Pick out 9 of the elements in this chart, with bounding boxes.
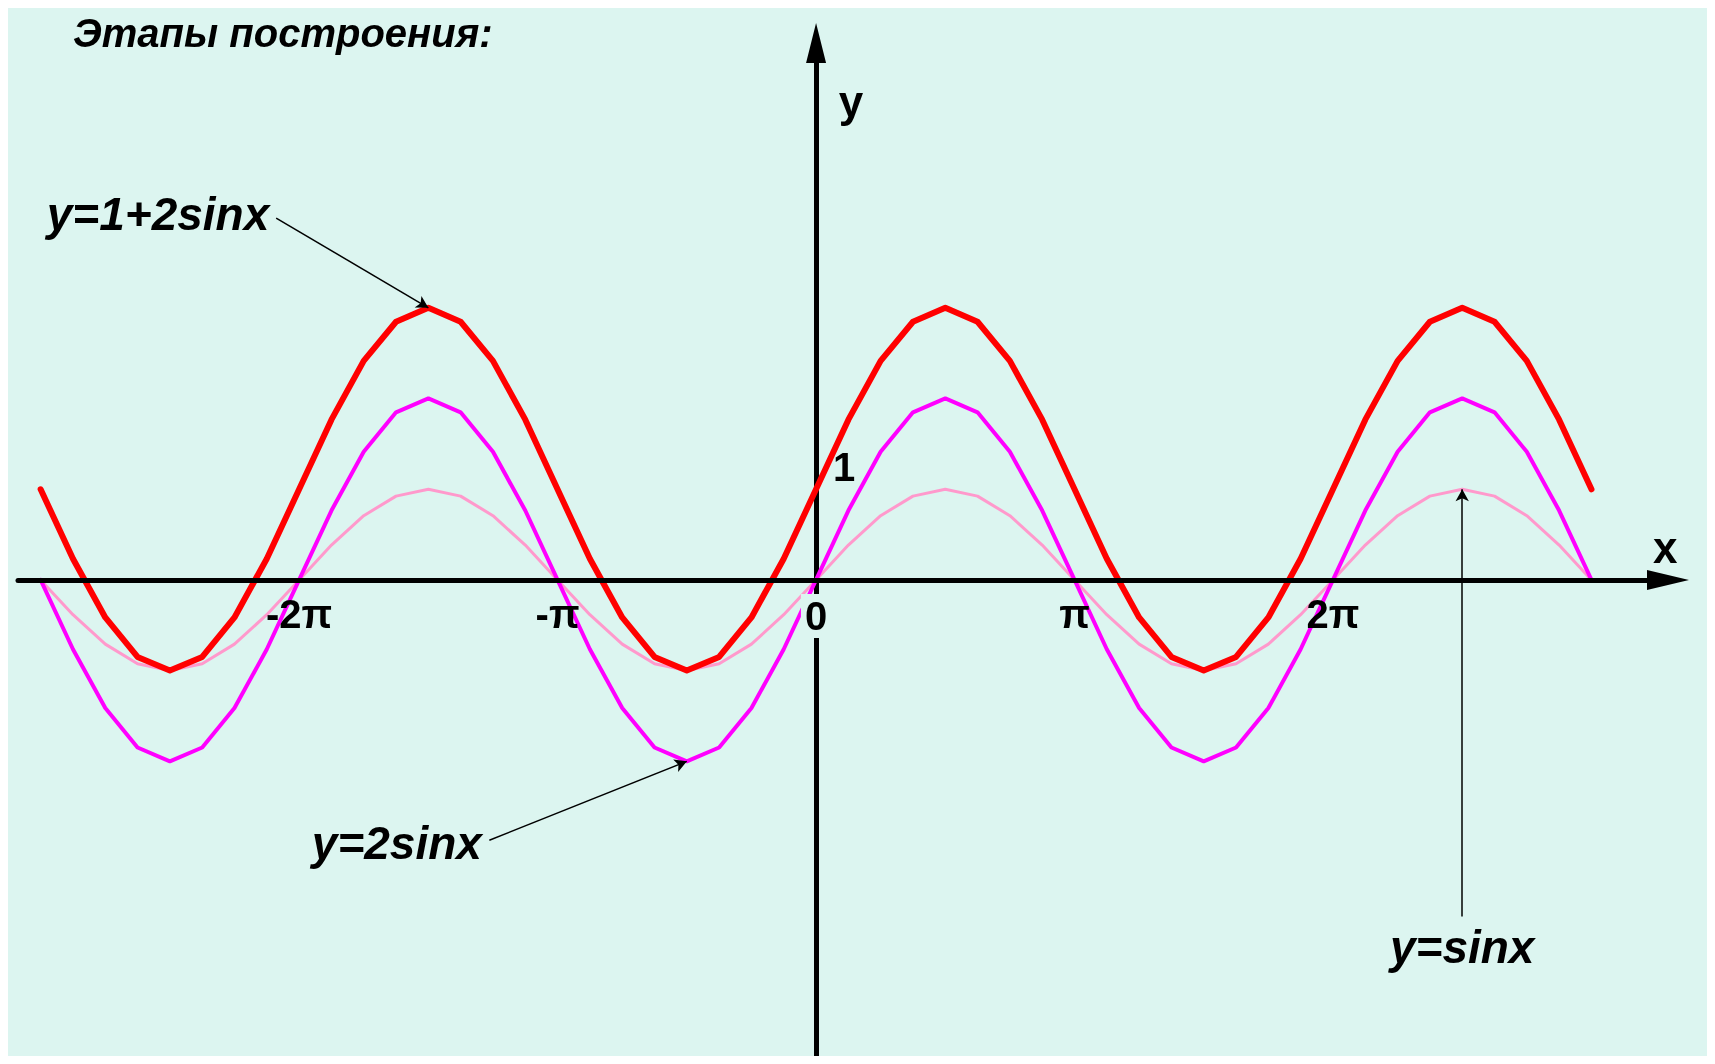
annotation: y=sinx — [1387, 921, 1537, 974]
annotation: y=1+2sinx — [44, 188, 272, 241]
x-tick-label: 0 — [804, 593, 828, 638]
annotation: y=2sinx — [309, 817, 485, 870]
chart-title: Этапы построения: — [73, 11, 493, 55]
y-axis-title: y — [838, 76, 864, 126]
x-axis-title: x — [1653, 523, 1678, 573]
x-tick-label: π — [1059, 591, 1090, 636]
annotation: 1 — [832, 445, 856, 490]
